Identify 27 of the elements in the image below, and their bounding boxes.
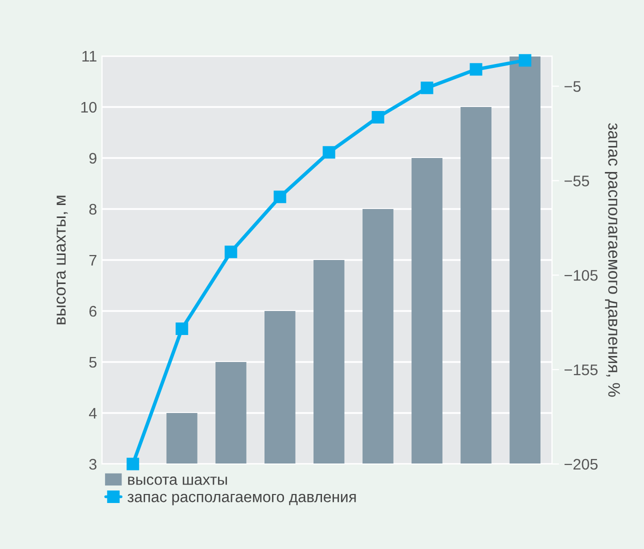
point bbox=[470, 63, 482, 76]
y-tick-label: 8 bbox=[89, 204, 96, 215]
point bbox=[274, 190, 286, 204]
point bbox=[372, 110, 384, 124]
point bbox=[420, 82, 434, 94]
point bbox=[518, 54, 532, 67]
y2-tick-label: −55 bbox=[564, 176, 590, 186]
y-tick-label: 6 bbox=[89, 306, 96, 317]
y-tick-label: 9 bbox=[89, 152, 96, 164]
legend-label: запас располагаемого давления bbox=[128, 494, 356, 506]
y2-axis-title: запас располагаемого давления, % bbox=[604, 123, 620, 397]
y2-tick-label: −205 bbox=[564, 458, 598, 470]
y-tick-label: 10 bbox=[81, 102, 97, 113]
y2-tick-label: −5 bbox=[564, 81, 581, 92]
point bbox=[224, 246, 238, 258]
legend-label: высота шахты bbox=[128, 476, 227, 485]
point bbox=[126, 458, 140, 470]
y-tick-label: 3 bbox=[89, 458, 96, 470]
y-tick-label: 11 bbox=[82, 51, 96, 62]
y2-tick-label: −155 bbox=[564, 364, 598, 376]
y-tick-label: 7 bbox=[89, 255, 96, 266]
y2-tick-label: −105 bbox=[564, 270, 598, 281]
y-axis-title: высота шахты, м bbox=[56, 196, 68, 324]
y-tick-label: 4 bbox=[88, 408, 97, 419]
point bbox=[322, 146, 336, 159]
y-tick-label: 5 bbox=[89, 357, 96, 368]
point bbox=[176, 322, 188, 336]
